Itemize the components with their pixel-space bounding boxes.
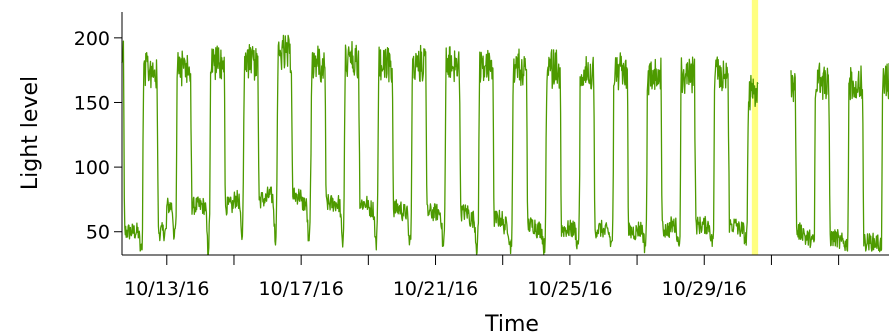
y-axis-ticks: 50 100 150 200	[74, 28, 122, 244]
series-layer	[121, 34, 889, 256]
x-tick-label: 10/21/16	[393, 278, 478, 300]
x-tick-label: 10/29/16	[662, 278, 747, 300]
x-tick-label: 10/25/16	[527, 278, 612, 300]
y-tick-label: 200	[74, 28, 110, 50]
x-tick-label: 10/13/16	[124, 278, 209, 300]
x-axis-ticks: 10/13/16 10/17/16 10/21/16 10/25/16 10/29/16	[124, 255, 840, 300]
y-tick-label: 150	[74, 92, 110, 114]
x-tick-label: 10/17/16	[258, 278, 343, 300]
y-axis-title: Light level	[18, 76, 43, 190]
plot-area: 50 100 150 200 10/13/16 10/17/16 10/21/16 10/2…	[74, 0, 889, 300]
highlight-band	[751, 0, 759, 255]
y-tick-label: 50	[86, 222, 110, 244]
y-tick-label: 100	[74, 157, 110, 179]
light-level-series-line	[121, 34, 759, 256]
light-level-series-line	[790, 62, 889, 253]
x-axis-title: Time	[484, 312, 539, 336]
